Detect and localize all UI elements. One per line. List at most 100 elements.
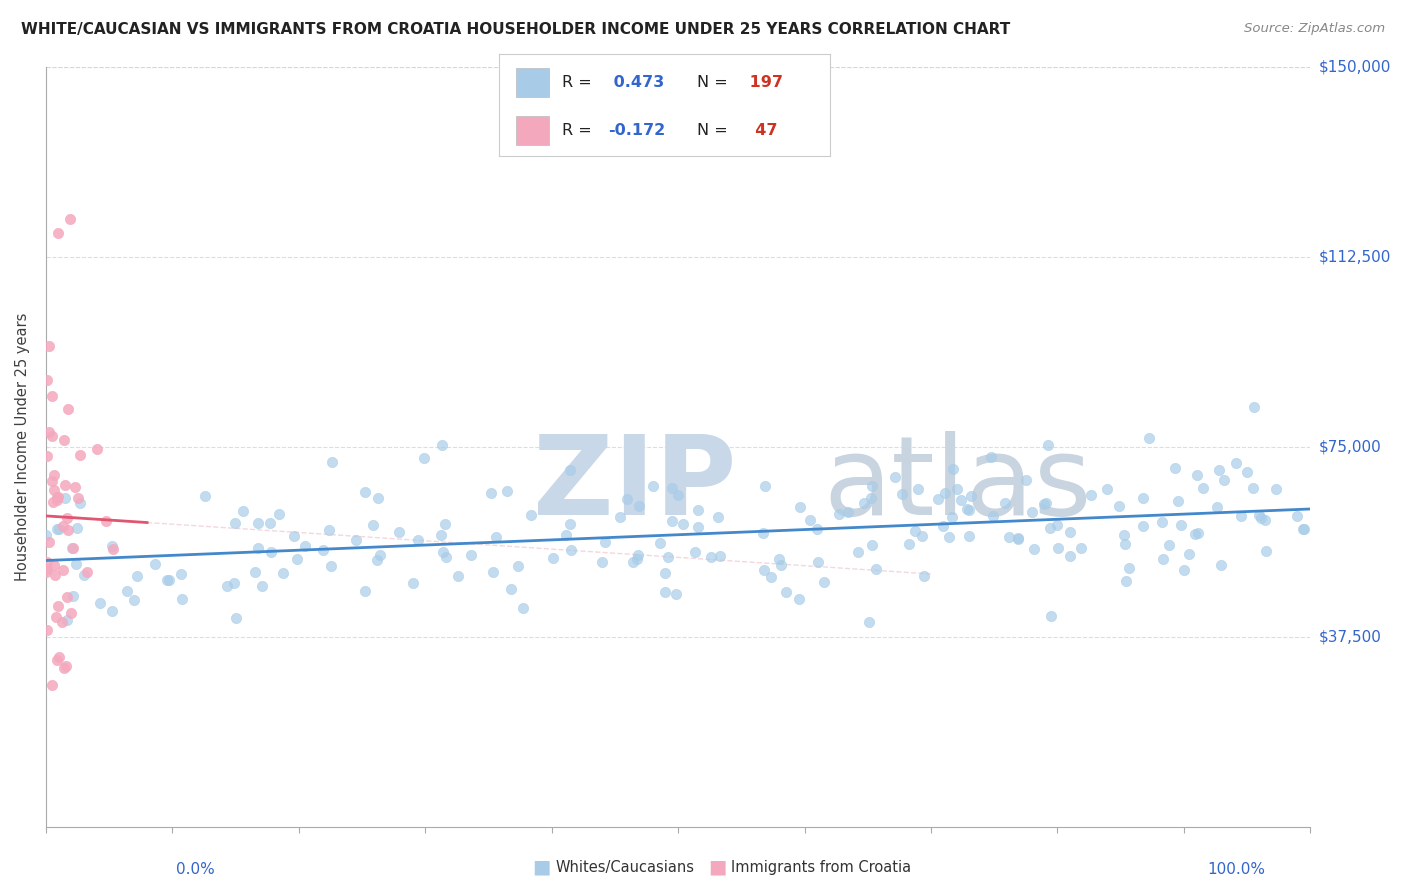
Point: [484, 530, 506, 544]
Point: [813, 574, 835, 589]
Point: [865, 562, 887, 576]
Point: [170, 592, 193, 607]
Point: [709, 549, 731, 563]
Point: [45, 522, 67, 536]
Point: [884, 470, 907, 484]
Point: [1132, 519, 1154, 533]
Point: [354, 584, 377, 599]
Point: [35, 527, 58, 541]
Text: $112,500: $112,500: [1319, 250, 1391, 265]
Point: [48, 490, 70, 504]
Point: [665, 587, 688, 601]
Point: [1208, 463, 1230, 477]
Text: 0.0%: 0.0%: [176, 863, 215, 877]
Point: [890, 486, 912, 500]
Point: [432, 545, 454, 559]
Point: [932, 519, 955, 533]
Point: [52, 563, 75, 577]
Point: [1033, 497, 1056, 511]
Point: [58, 212, 80, 227]
Point: [981, 509, 1004, 524]
Point: [683, 545, 706, 559]
Point: [541, 551, 564, 566]
Point: [143, 558, 166, 572]
Point: [1243, 401, 1265, 415]
Point: [55, 658, 77, 673]
Point: [66, 491, 89, 506]
Point: [267, 508, 290, 522]
Point: [62, 541, 84, 555]
Point: [1070, 541, 1092, 556]
Point: [46, 653, 69, 667]
Point: [1059, 549, 1081, 563]
Text: N =: N =: [697, 75, 734, 90]
Point: [627, 548, 650, 562]
Point: [53, 491, 76, 505]
Point: [42, 558, 65, 572]
Point: [224, 575, 246, 590]
Point: [707, 509, 730, 524]
Point: [554, 528, 576, 542]
Point: [1150, 515, 1173, 529]
Point: [1187, 467, 1209, 482]
Point: [846, 544, 869, 558]
Point: [1007, 532, 1029, 546]
Point: [1249, 508, 1271, 522]
Point: [65, 557, 87, 571]
Point: [1014, 473, 1036, 487]
Text: $37,500: $37,500: [1319, 630, 1382, 644]
Point: [904, 524, 927, 538]
Point: [368, 548, 391, 562]
Point: [860, 479, 883, 493]
Point: [593, 535, 616, 549]
Text: 100.0%: 100.0%: [1208, 863, 1265, 877]
Point: [980, 450, 1002, 465]
Point: [628, 499, 651, 513]
Point: [520, 508, 543, 522]
Point: [247, 541, 270, 556]
Point: [897, 537, 920, 551]
Point: [35, 562, 58, 576]
Point: [959, 489, 981, 503]
Point: [1035, 496, 1057, 510]
Point: [60, 606, 83, 620]
Point: [1167, 494, 1189, 508]
Point: [661, 481, 683, 495]
Point: [799, 513, 821, 527]
Point: [1152, 552, 1174, 566]
Point: [787, 592, 810, 607]
Point: [35, 565, 58, 579]
Point: [806, 522, 828, 536]
Point: [752, 563, 775, 577]
Point: [402, 575, 425, 590]
Point: [46, 490, 69, 504]
Text: atlas: atlas: [824, 432, 1092, 539]
Text: WHITE/CAUCASIAN VS IMMIGRANTS FROM CROATIA HOUSEHOLDER INCOME UNDER 25 YEARS COR: WHITE/CAUCASIAN VS IMMIGRANTS FROM CROAT…: [21, 22, 1011, 37]
Point: [654, 585, 676, 599]
Point: [69, 496, 91, 510]
Text: ZIP: ZIP: [533, 432, 737, 539]
Point: [837, 504, 859, 518]
Point: [789, 500, 811, 515]
Point: [232, 504, 254, 518]
Point: [957, 529, 980, 543]
Point: [1294, 523, 1316, 537]
Point: [1159, 538, 1181, 552]
Point: [1254, 512, 1277, 526]
Point: [38, 339, 60, 353]
Point: [994, 496, 1017, 510]
Point: [44, 567, 66, 582]
Point: [41, 429, 63, 443]
Point: [194, 489, 217, 503]
Point: [65, 480, 87, 494]
Point: [688, 503, 710, 517]
Point: [1039, 521, 1062, 535]
Text: R =: R =: [562, 123, 596, 138]
Point: [48, 522, 70, 536]
Point: [60, 541, 83, 555]
Point: [46, 226, 69, 240]
Point: [1212, 474, 1234, 488]
Point: [285, 552, 308, 566]
Point: [907, 482, 929, 496]
Bar: [516, 116, 548, 145]
